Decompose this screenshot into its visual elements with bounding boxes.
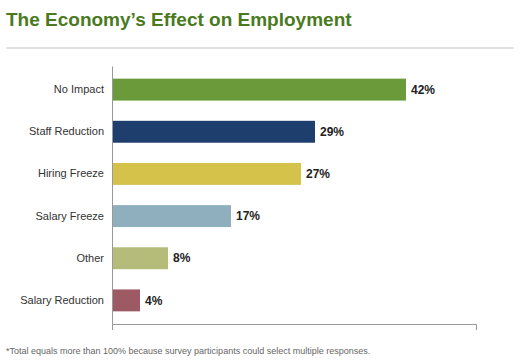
x-axis-line [113,325,477,331]
bars [112,79,406,312]
bar [112,163,301,185]
bar [112,247,168,269]
y-tick: Salary Reduction [20,294,104,306]
y-tick-label: Salary Reduction [20,294,104,306]
bar [112,205,231,227]
y-tick: No Impact [54,83,104,95]
data-label: 4% [145,294,163,308]
plot: 42% 29% 27% 17% 8% 4% No Impact Staff Reduction… [20,67,476,331]
title-rule [6,48,514,49]
bar [112,121,315,143]
x-axis [113,325,477,331]
data-label: 42% [411,83,435,97]
y-tick-label: Other [76,252,104,264]
y-tick: Salary Freeze [36,210,104,222]
data-labels: 42% 29% 27% 17% 8% 4% [145,83,435,308]
y-tick: Hiring Freeze [38,167,104,179]
bar [112,289,140,311]
y-tick-label: No Impact [54,83,104,95]
y-tick-label: Hiring Freeze [38,167,104,179]
data-label: 27% [306,167,330,181]
y-axis-line [112,67,113,325]
footnote: *Total equals more than 100% because sur… [6,346,370,356]
data-label: 29% [320,125,344,139]
y-tick: Staff Reduction [29,125,104,137]
y-tick-label: Salary Freeze [36,210,104,222]
title: The Economy’s Effect on Employment [6,9,352,30]
data-label: 8% [173,251,191,265]
y-tick-label: Staff Reduction [29,125,104,137]
y-tick: Other [76,252,104,264]
chart: The Economy’s Effect on Employment *Total… [0,0,520,360]
y-axis: No Impact Staff Reduction Hiring Freeze Sal… [20,67,112,325]
bar [112,79,406,101]
data-label: 17% [236,209,260,223]
